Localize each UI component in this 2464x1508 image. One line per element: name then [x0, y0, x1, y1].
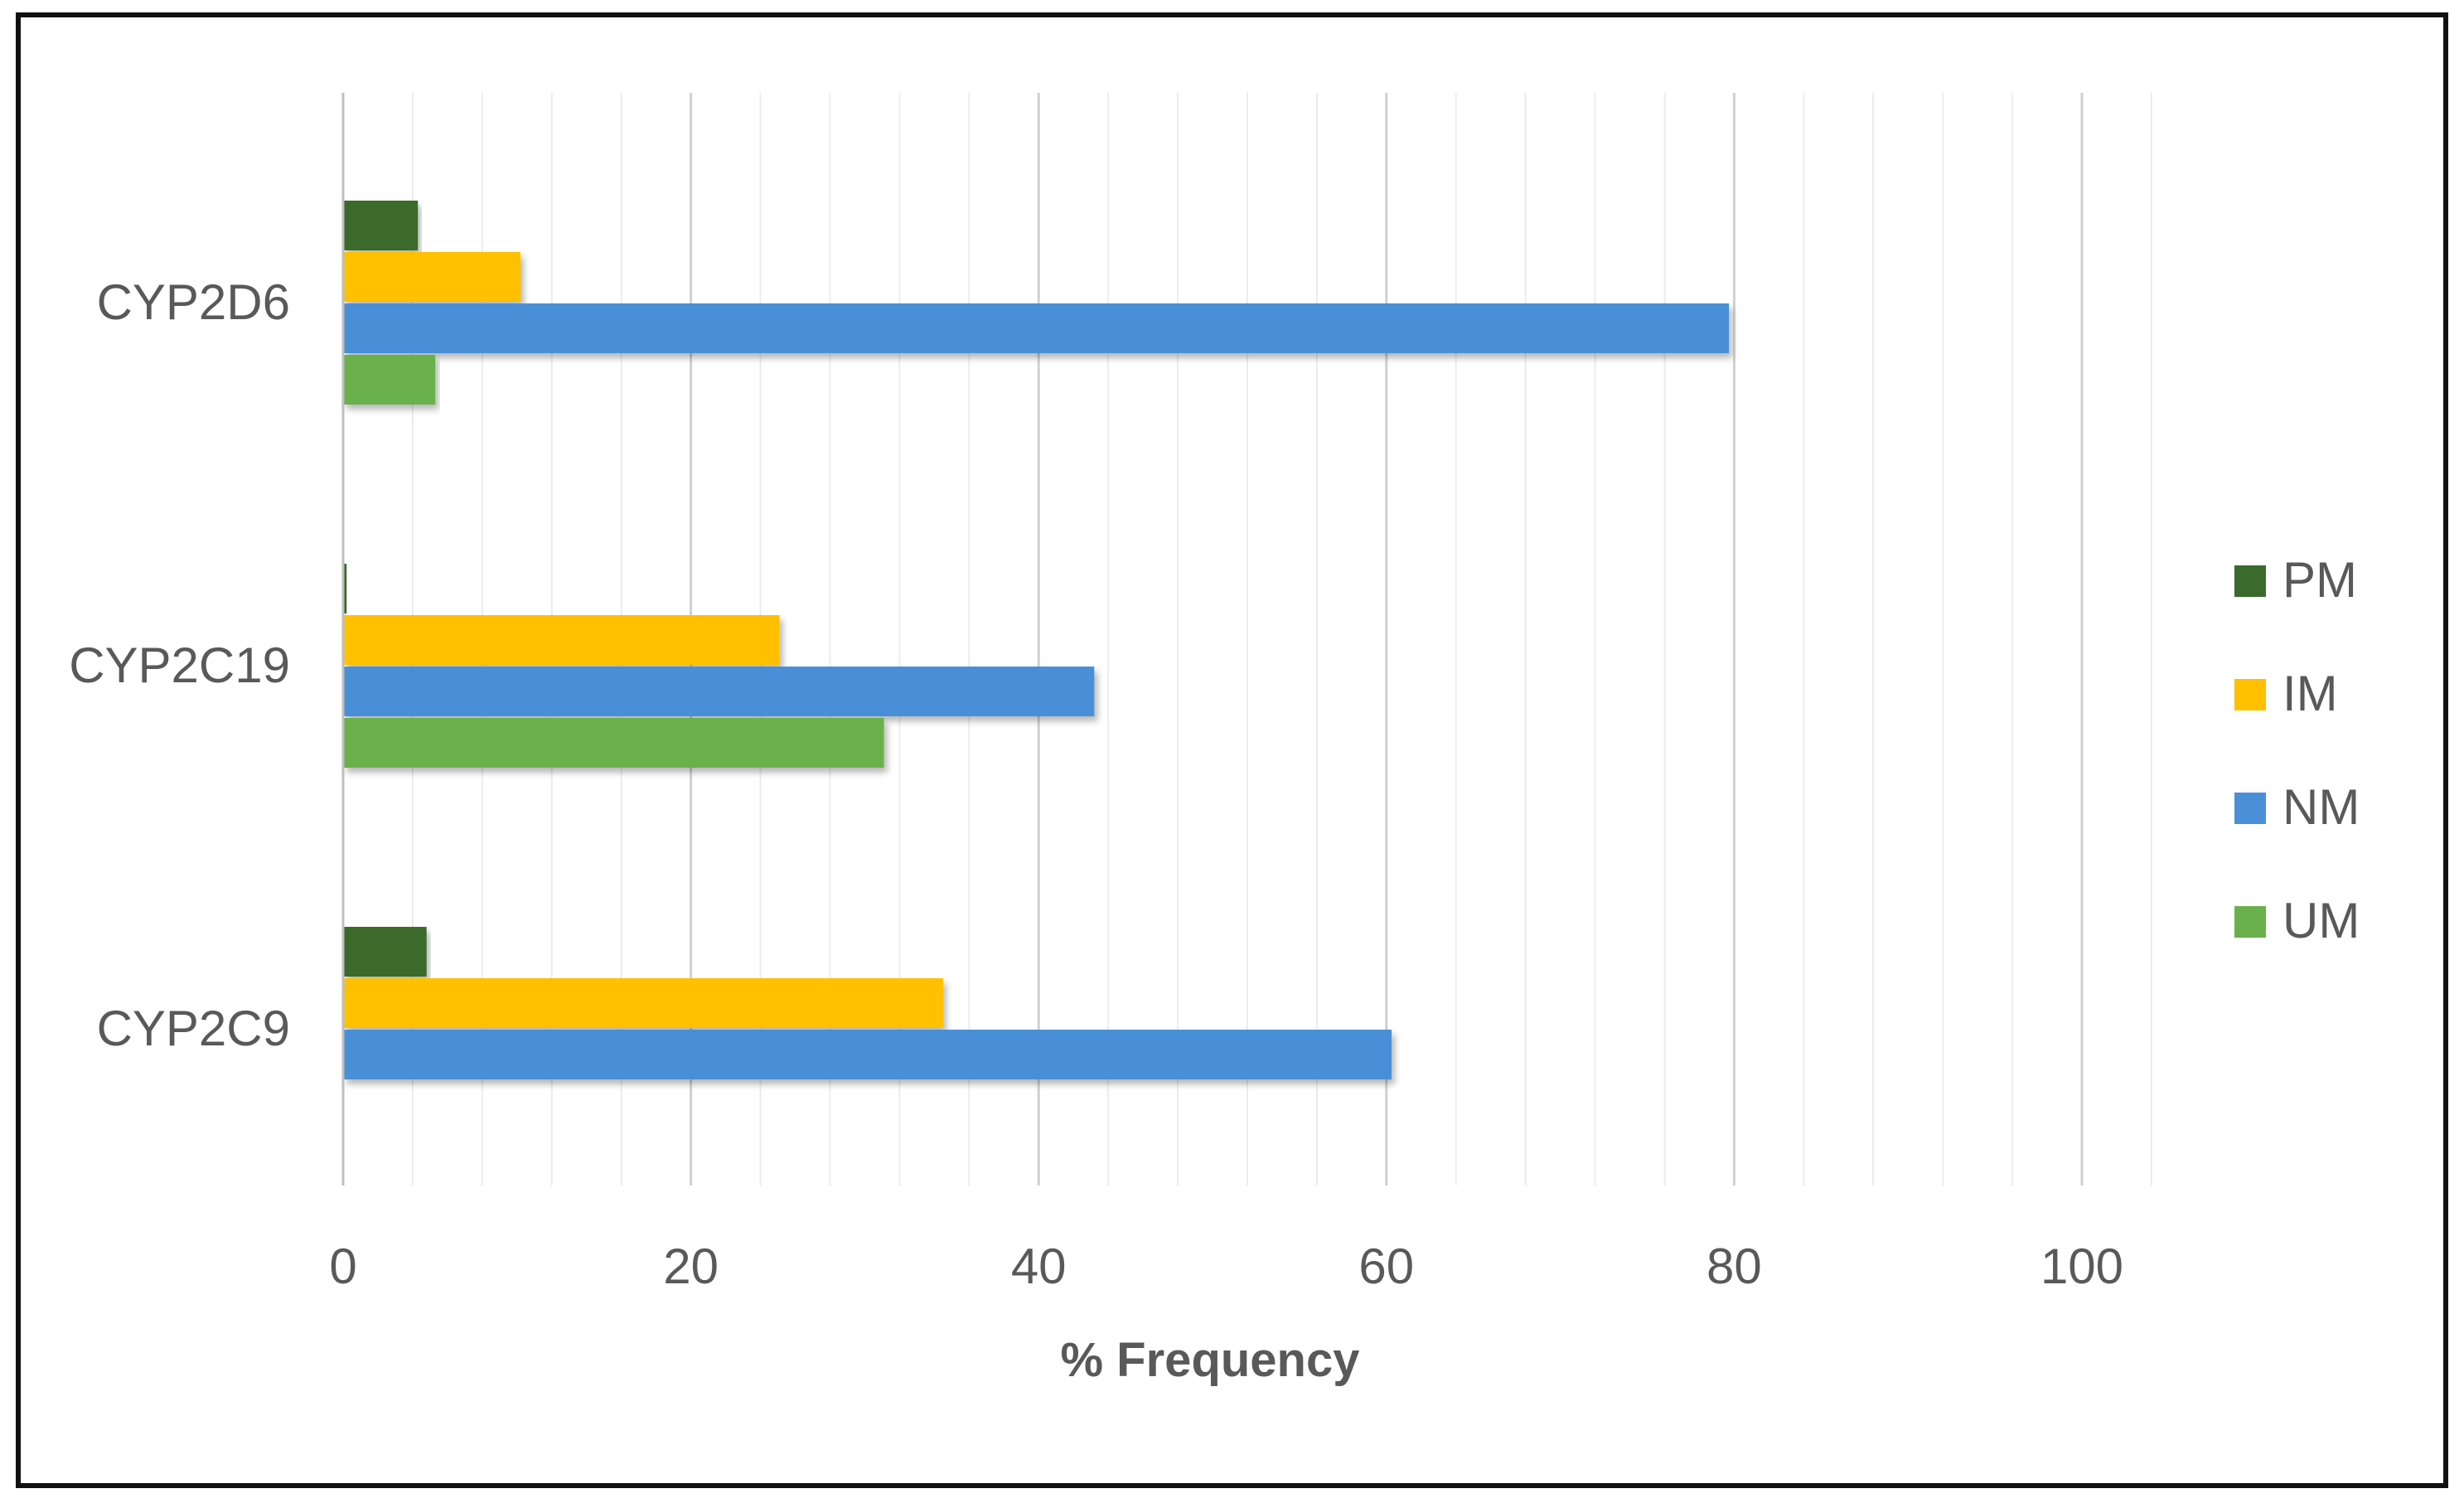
x-tick-label: 100 [2040, 1239, 2123, 1294]
legend-label-nm: NM [2282, 779, 2360, 835]
bar-cyp2d6-pm [343, 201, 419, 250]
bar-cyp2c9-nm [343, 1030, 1392, 1079]
legend-swatch-um [2234, 906, 2266, 938]
bar-cyp2d6-nm [343, 303, 1730, 353]
bar-cyp2d6-um [343, 355, 436, 405]
bar-cyp2d6-im [343, 252, 520, 302]
legend-swatch-pm [2234, 565, 2266, 597]
x-tick-label: 20 [663, 1239, 719, 1294]
bar-cyp2c19-pm [343, 564, 347, 613]
bar-cyp2c9-im [343, 978, 943, 1028]
x-axis-title: % Frequency [1061, 1333, 1360, 1387]
x-tick-label: 40 [1011, 1239, 1067, 1294]
x-tick-label: 80 [1706, 1239, 1762, 1294]
bar-cyp2c19-um [343, 718, 884, 768]
legend-label-pm: PM [2282, 552, 2357, 608]
bar-cyp2c19-nm [343, 667, 1095, 716]
bar-cyp2c19-im [343, 615, 780, 665]
category-label: CYP2C19 [69, 638, 290, 693]
legend-swatch-nm [2234, 793, 2266, 824]
legend-label-im: IM [2282, 666, 2338, 721]
category-label: CYP2C9 [97, 1001, 290, 1056]
legend: PM IM NM UM [2234, 552, 2360, 948]
bar-cyp2c9-pm [343, 927, 427, 977]
x-tick-labels: 0 20 40 60 80 100 [329, 1239, 2123, 1294]
category-labels: CYP2D6 CYP2C19 CYP2C9 [69, 274, 290, 1056]
bars [343, 201, 1730, 1079]
category-label: CYP2D6 [97, 274, 290, 330]
legend-label-um: UM [2282, 893, 2360, 948]
x-tick-label: 0 [329, 1239, 356, 1294]
legend-swatch-im [2234, 679, 2266, 710]
x-tick-label: 60 [1358, 1239, 1414, 1294]
